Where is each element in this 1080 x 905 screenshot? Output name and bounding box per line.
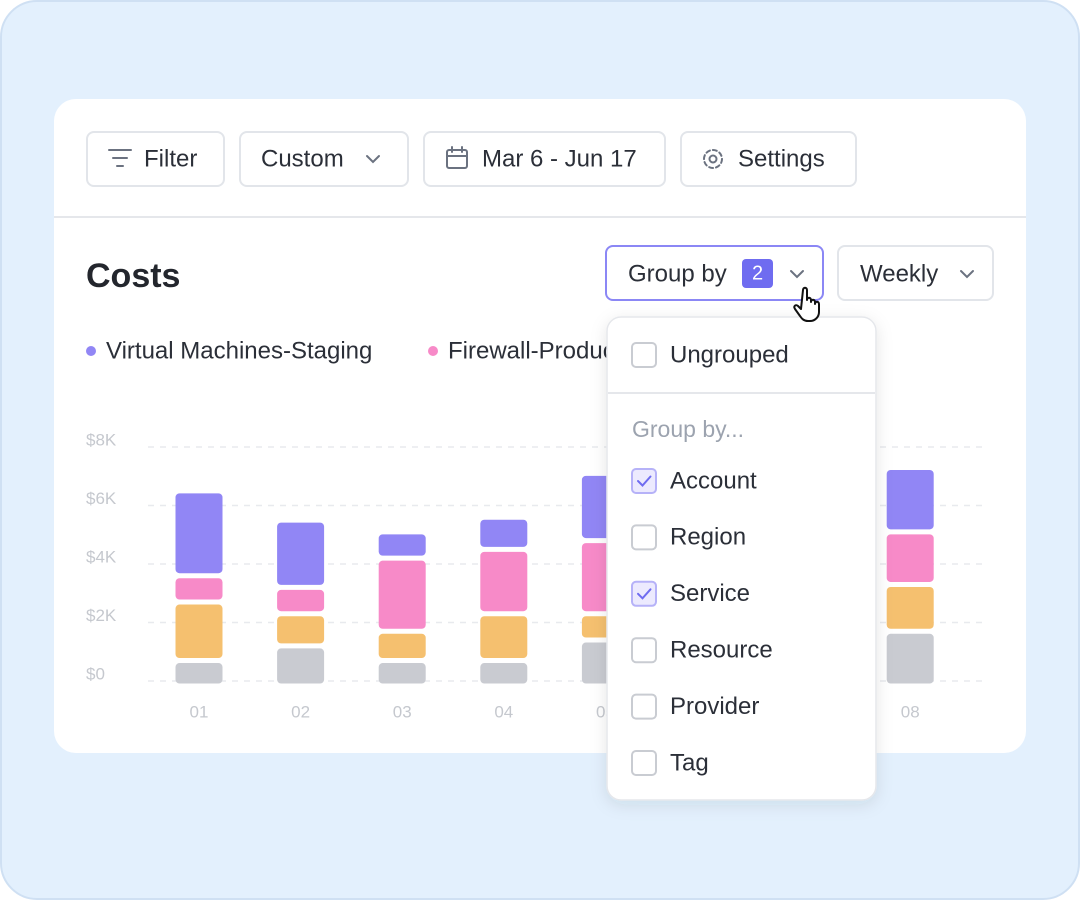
bar-segment: [277, 589, 325, 612]
x-tick-label: 04: [494, 702, 513, 721]
option-label: Provider: [670, 693, 759, 720]
bar-segment: [886, 633, 934, 684]
settings-button[interactable]: [680, 131, 857, 187]
bar-segment: [886, 534, 934, 582]
x-tick-label: 08: [901, 702, 920, 721]
chevron: [366, 155, 380, 164]
interval-label: Weekly: [860, 260, 938, 287]
legend-label: Virtual Machines-Staging: [106, 337, 372, 364]
bar-segment: [175, 578, 223, 600]
group-by-badge: [742, 259, 773, 288]
checkbox[interactable]: [631, 524, 657, 551]
dropdown-options: Ungrouped Account Region Service Resource Pro…: [631, 341, 789, 776]
checkbox[interactable]: [631, 693, 657, 720]
bar-segment: [277, 522, 325, 585]
y-tick-label: $8K: [86, 430, 117, 449]
x-tick-label: 02: [291, 702, 310, 721]
bar-segment: [277, 616, 325, 644]
filter-label: Filter: [144, 145, 197, 172]
calendar-icon-detail: [446, 146, 468, 157]
calendar-icon: [446, 149, 468, 169]
bar-segment: [175, 493, 223, 574]
date-label: Mar 6 - Jun 17: [482, 145, 637, 172]
checkbox[interactable]: [631, 750, 657, 776]
option-label: Ungrouped: [670, 341, 789, 368]
checkmark: [637, 475, 652, 487]
bar-segment: [480, 663, 528, 684]
chevron: [960, 270, 974, 279]
gear-icon-center: [708, 154, 718, 164]
dropdown-section: Group by...: [632, 416, 744, 442]
bar-segment: [277, 648, 325, 684]
costs-title: Costs: [86, 257, 180, 295]
date-button[interactable]: [423, 131, 666, 187]
bar-segment: [480, 616, 528, 659]
bar-segment: [886, 586, 934, 629]
bar-segment: [378, 663, 426, 684]
range-type-button[interactable]: [239, 131, 409, 187]
gear-icon: [703, 149, 723, 169]
option-label: Region: [670, 524, 746, 551]
bar-segment: [378, 534, 426, 556]
bar-segment: [480, 519, 528, 547]
checkbox[interactable]: [631, 468, 657, 494]
x-tick-label: 03: [393, 702, 412, 721]
bar-segment: [175, 663, 223, 684]
legend-dot: [428, 346, 438, 356]
option-label: Tag: [670, 749, 709, 776]
bar-segment: [378, 633, 426, 659]
y-tick-label: $4K: [86, 547, 117, 566]
group-by-label: Group by: [628, 260, 727, 287]
option-label: Resource: [670, 637, 773, 664]
y-tick-label: $6K: [86, 489, 117, 508]
option-label: Account: [670, 467, 757, 494]
chevron: [790, 270, 804, 279]
checkmark: [637, 588, 652, 600]
x-tick-label: 01: [190, 702, 209, 721]
bar-segment: [175, 604, 223, 659]
dropdown: Group by... Ungrouped Account Region Servic…: [606, 316, 877, 801]
y-tick-label: $0: [86, 664, 105, 683]
option-label: Service: [670, 580, 750, 607]
y-tick-label: $2K: [86, 606, 117, 625]
bar-segment: [886, 469, 934, 530]
dropdown-panel: [606, 316, 877, 801]
interval-button[interactable]: [837, 245, 994, 301]
cursor: [793, 286, 820, 322]
checkbox[interactable]: [631, 637, 657, 664]
bar-segment: [378, 560, 426, 629]
filter-icon: [108, 149, 132, 167]
range-type-label: Custom: [261, 145, 344, 172]
legend-dot: [86, 346, 96, 356]
group-by-count: 2: [752, 262, 763, 284]
bar-segment: [480, 551, 528, 612]
settings-label: Settings: [738, 145, 825, 172]
toolbar: Filter Custom Mar 6 - Jun 17 Settings: [86, 131, 857, 187]
checkbox[interactable]: [631, 342, 657, 368]
checkbox[interactable]: [631, 580, 657, 607]
filter-button[interactable]: [86, 131, 225, 187]
